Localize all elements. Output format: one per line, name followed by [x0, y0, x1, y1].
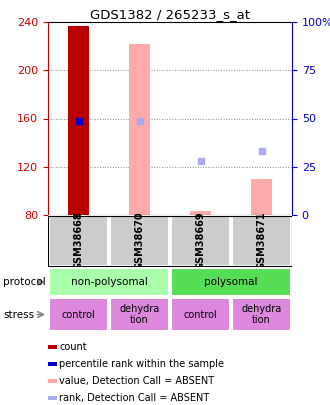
Bar: [49, 216, 108, 266]
Bar: [251, 179, 272, 215]
Text: dehydra
tion: dehydra tion: [241, 304, 281, 325]
Text: GSM38669: GSM38669: [195, 212, 206, 270]
Text: stress: stress: [3, 309, 34, 320]
Title: GDS1382 / 265233_s_at: GDS1382 / 265233_s_at: [90, 8, 250, 21]
Bar: [68, 26, 89, 215]
Text: polysomal: polysomal: [204, 277, 258, 287]
Point: [259, 148, 264, 154]
Bar: [49, 268, 169, 296]
Text: GSM38670: GSM38670: [135, 212, 145, 270]
Bar: [129, 44, 150, 215]
Bar: [171, 216, 230, 266]
Bar: [110, 298, 169, 330]
Text: GSM38668: GSM38668: [74, 212, 83, 271]
Bar: [110, 216, 169, 266]
Bar: [190, 211, 211, 215]
Text: non-polysomal: non-polysomal: [71, 277, 148, 287]
Text: control: control: [62, 309, 95, 320]
Text: count: count: [59, 342, 87, 352]
Point: [137, 118, 142, 124]
Bar: [232, 298, 291, 330]
Text: protocol: protocol: [3, 277, 46, 287]
Bar: [171, 268, 291, 296]
Text: value, Detection Call = ABSENT: value, Detection Call = ABSENT: [59, 376, 215, 386]
Bar: [48, 345, 57, 349]
Text: percentile rank within the sample: percentile rank within the sample: [59, 359, 224, 369]
Bar: [48, 379, 57, 383]
Text: GSM38671: GSM38671: [256, 212, 267, 270]
Point: [76, 118, 81, 124]
Bar: [171, 298, 230, 330]
Text: control: control: [183, 309, 217, 320]
Bar: [49, 298, 108, 330]
Point: [198, 158, 203, 164]
Text: dehydra
tion: dehydra tion: [119, 304, 160, 325]
Bar: [48, 362, 57, 366]
Bar: [48, 396, 57, 400]
Bar: [232, 216, 291, 266]
Text: rank, Detection Call = ABSENT: rank, Detection Call = ABSENT: [59, 393, 210, 403]
